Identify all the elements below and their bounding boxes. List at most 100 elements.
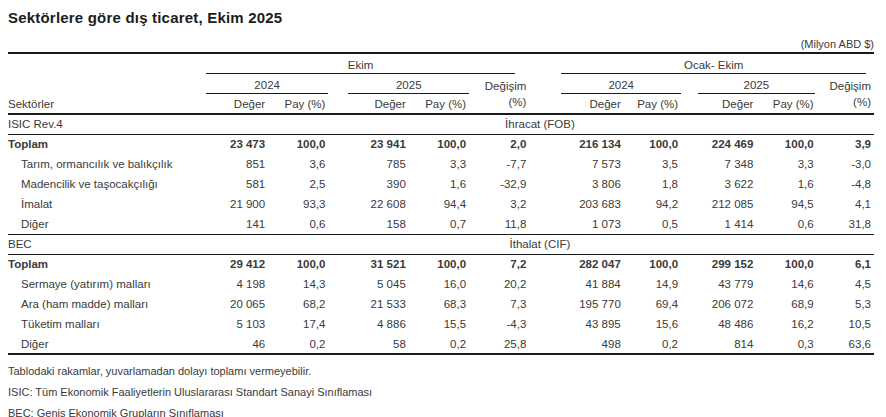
table-row: Sermaye (yatırım) malları4 19814,35 0451…	[8, 274, 874, 294]
table-cell: 100,0	[624, 134, 681, 154]
table-cell: 23 941	[328, 134, 408, 154]
column-header-change-month: Değişim (%)	[469, 74, 529, 114]
table-cell: 3,9	[817, 134, 874, 154]
year-header-month-2025: 2025	[328, 74, 469, 94]
table-cell: 29 412	[206, 254, 268, 274]
row-label: Tarım, ormancılık ve balıkçılık	[8, 154, 206, 174]
table-cell: 94,4	[409, 194, 469, 214]
table-cell: 4 886	[328, 314, 408, 334]
row-label: Sermaye (yatırım) malları	[8, 274, 206, 294]
table-cell: 3,3	[409, 154, 469, 174]
table-cell: 158	[328, 214, 408, 234]
table-cell: 3,2	[469, 194, 529, 214]
column-header-share: Pay (%)	[268, 94, 328, 114]
row-label: Madencilik ve taşocakçılığı	[8, 174, 206, 194]
table-cell: 814	[681, 334, 756, 354]
group-header-cumulative: Ocak- Ekim	[529, 53, 874, 74]
row-label: İmalat	[8, 194, 206, 214]
table-cell: 1,6	[409, 174, 469, 194]
footnote-bec: BEC: Geniş Ekonomik Grupların Sınıflamas…	[8, 403, 878, 417]
table-cell: 195 770	[529, 294, 623, 314]
table-cell: 4,5	[817, 274, 874, 294]
table-body: ISIC Rev.4İhracat (FOB)Toplam23 473100,0…	[8, 114, 874, 354]
year-label: 2025	[698, 79, 815, 94]
table-cell: 17,4	[268, 314, 328, 334]
column-header-change-cumulative: Değişim (%)	[817, 74, 874, 114]
footnote-isic: ISIC: Tüm Ekonomik Faaliyetlerin Uluslar…	[8, 382, 878, 403]
table-cell: 5,3	[817, 294, 874, 314]
page-title: Sektörlere göre dış ticaret, Ekim 2025	[8, 9, 878, 26]
column-header-value: Değer	[529, 94, 623, 114]
change-label: Değişim	[817, 78, 871, 94]
table-cell: 43 895	[529, 314, 623, 334]
table-cell: 7,3	[469, 294, 529, 314]
table-cell: 48 486	[681, 314, 756, 334]
section-flow-label: İthalat (CIF)	[206, 234, 874, 254]
row-label: Tüketim malları	[8, 314, 206, 334]
column-header-share: Pay (%)	[756, 94, 816, 114]
section-row: ISIC Rev.4İhracat (FOB)	[8, 114, 874, 134]
table-cell: 94,5	[756, 194, 816, 214]
table-cell: 1,6	[756, 174, 816, 194]
table-row: Madencilik ve taşocakçılığı5812,53901,6-…	[8, 174, 874, 194]
table-row: Tarım, ormancılık ve balıkçılık8513,6785…	[8, 154, 874, 174]
table-cell: 14,6	[756, 274, 816, 294]
table-cell: 16,0	[409, 274, 469, 294]
table-cell: 7 348	[681, 154, 756, 174]
footnote-rounding: Tablodaki rakamlar, yuvarlamadan dolayı …	[8, 361, 878, 382]
table-cell: 31,8	[817, 214, 874, 234]
table-cell: 15,6	[624, 314, 681, 334]
table-cell: 100,0	[756, 134, 816, 154]
section-code: ISIC Rev.4	[8, 114, 206, 134]
table-cell: -7,7	[469, 154, 529, 174]
table-cell: 7,2	[469, 254, 529, 274]
table-cell: 785	[328, 154, 408, 174]
year-header-cumulative-2024: 2024	[529, 74, 681, 94]
table-row: Diğer460,2580,225,84980,28140,363,6	[8, 334, 874, 354]
table-cell: 94,2	[624, 194, 681, 214]
table-cell: 21 900	[206, 194, 268, 214]
table-cell: 0,3	[756, 334, 816, 354]
table-cell: -32,9	[469, 174, 529, 194]
row-label: Toplam	[8, 134, 206, 154]
column-header-sectors: Sektörler	[8, 53, 206, 114]
year-label: 2025	[348, 79, 469, 94]
table-cell: 224 469	[681, 134, 756, 154]
table-cell: 282 047	[529, 254, 623, 274]
table-cell: 0,2	[268, 334, 328, 354]
table-cell: 141	[206, 214, 268, 234]
table-cell: 25,8	[469, 334, 529, 354]
table-cell: 1 414	[681, 214, 756, 234]
table-cell: 46	[206, 334, 268, 354]
group-header-month: Ekim	[206, 53, 529, 74]
year-header-cumulative-2025: 2025	[681, 74, 817, 94]
table-cell: 5 045	[328, 274, 408, 294]
table-cell: 14,9	[624, 274, 681, 294]
table-cell: 100,0	[624, 254, 681, 274]
year-label: 2024	[206, 79, 329, 94]
table-cell: 69,4	[624, 294, 681, 314]
table-cell: 0,7	[409, 214, 469, 234]
table-cell: 7 573	[529, 154, 623, 174]
table-cell: 15,5	[409, 314, 469, 334]
table-cell: 203 683	[529, 194, 623, 214]
table-cell: 14,3	[268, 274, 328, 294]
section-flow-label: İhracat (FOB)	[206, 114, 874, 134]
table-cell: 5 103	[206, 314, 268, 334]
table-cell: 63,6	[817, 334, 874, 354]
year-header-month-2024: 2024	[206, 74, 329, 94]
table-cell: 68,9	[756, 294, 816, 314]
change-pct-label: (%)	[508, 96, 526, 108]
table-cell: 11,8	[469, 214, 529, 234]
row-label: Toplam	[8, 254, 206, 274]
table-row: Diğer1410,61580,711,81 0730,51 4140,631,…	[8, 214, 874, 234]
table-cell: 3 622	[681, 174, 756, 194]
change-label: Değişim	[469, 78, 526, 94]
trade-table: Sektörler Ekim Ocak- Ekim 2024 2025 Deği…	[8, 52, 874, 355]
column-header-share: Pay (%)	[409, 94, 469, 114]
table-cell: 4,1	[817, 194, 874, 214]
row-label: Ara (ham madde) malları	[8, 294, 206, 314]
table-cell: 100,0	[409, 254, 469, 274]
table-cell: 3,3	[756, 154, 816, 174]
table-cell: 68,2	[268, 294, 328, 314]
